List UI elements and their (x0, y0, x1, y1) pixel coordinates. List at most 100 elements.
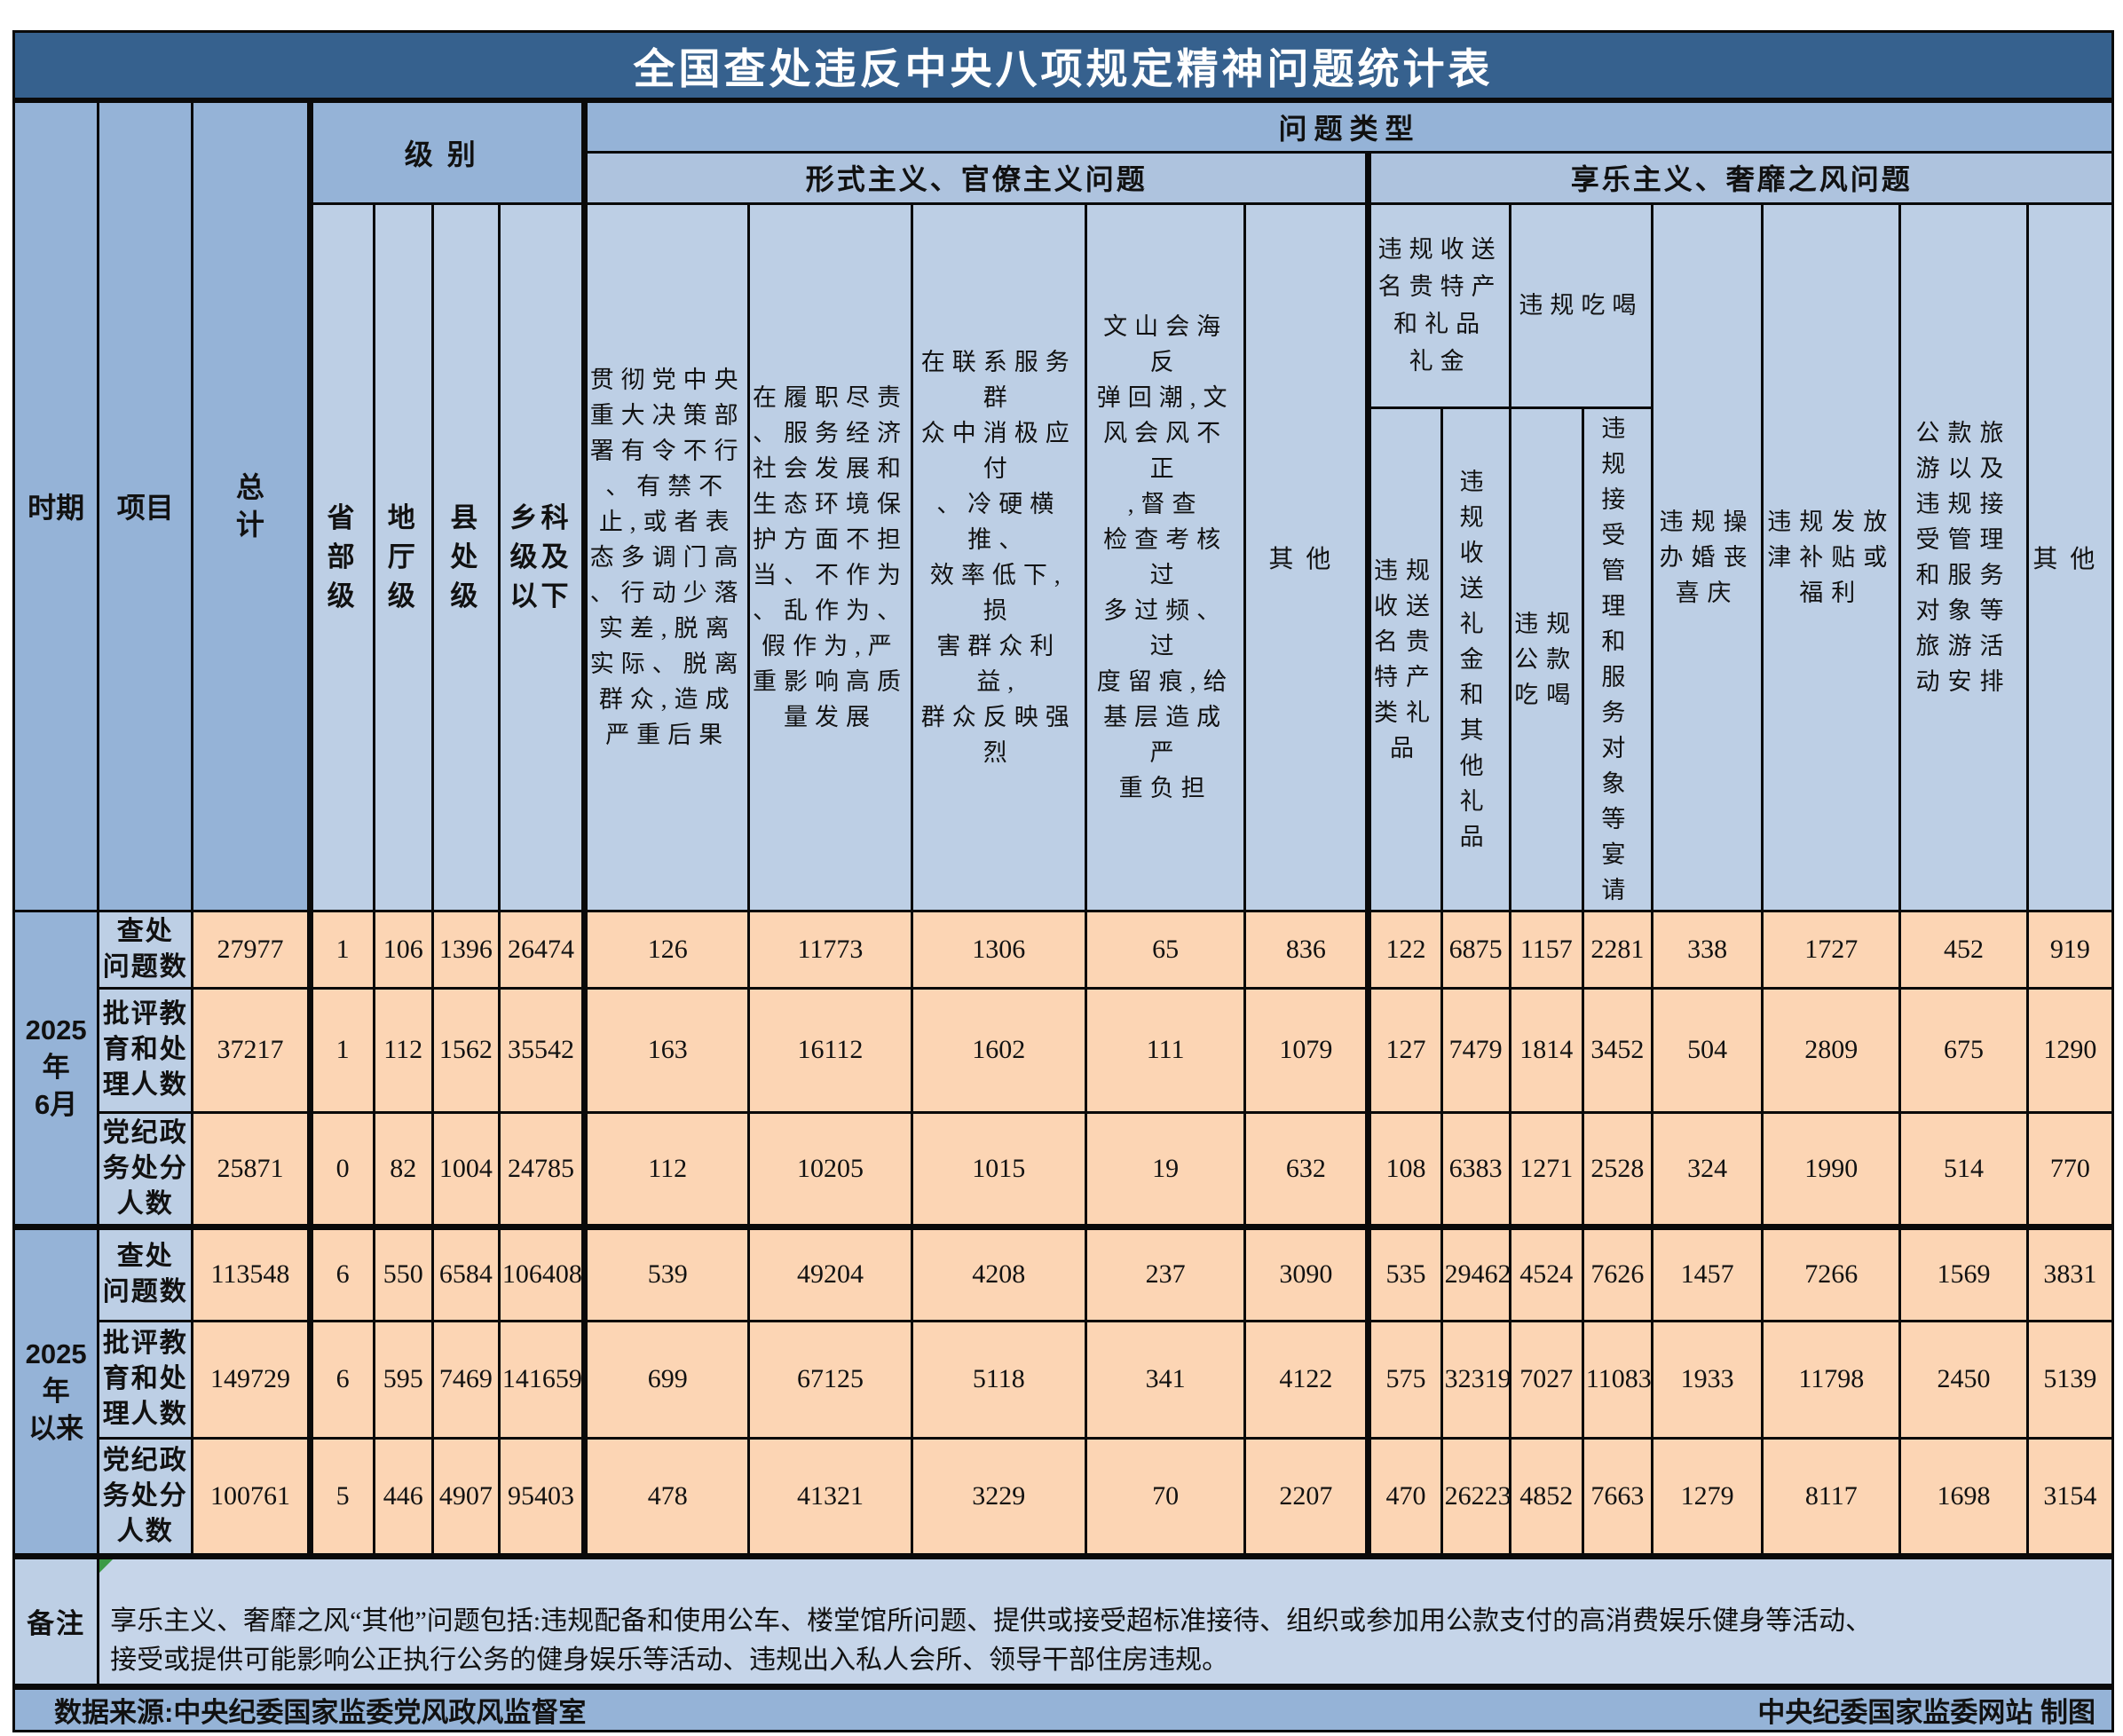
value-cell: 1602 (910, 986, 1087, 1114)
value-cell: 3154 (2025, 1436, 2115, 1558)
value-cell: 7027 (1508, 1319, 1584, 1440)
value-cell: 478 (581, 1436, 751, 1558)
value-cell: 535 (1365, 1223, 1443, 1322)
value-cell: 1079 (1243, 986, 1370, 1114)
level-col-header-county: 县 处 级 (430, 201, 501, 912)
value-cell: 7626 (1581, 1223, 1653, 1322)
value-cell: 11083 (1581, 1319, 1653, 1440)
value-cell: 7266 (1761, 1223, 1902, 1322)
value-cell: 1727 (1761, 909, 1902, 990)
formalism-col-header-duties: 在履职尽责 、服务经济 社会发展和 生态环境保 护方面不担 当、不作为 、乱作为… (747, 201, 913, 912)
value-cell: 1457 (1650, 1223, 1764, 1322)
hedonism-col-header-other: 其他 (2025, 201, 2115, 912)
value-cell: 1698 (1898, 1436, 2029, 1558)
header-row-2: 形式主义、官僚主义问题 享乐主义、奢靡之风问题 (14, 150, 2114, 205)
value-cell: 5118 (910, 1319, 1087, 1440)
value-cell: 149729 (191, 1319, 312, 1440)
header-row-3: 省 部 级 地 厅 级 县 处 级 乡科 级及 以下 贯彻党中央 重大决策部 署… (14, 201, 2115, 912)
value-cell: 1271 (1508, 1110, 1584, 1228)
note-text-cell: 享乐主义、奢靡之风“其他”问题包括:违规配备和使用公车、楼堂馆所问题、提供或接受… (97, 1552, 2114, 1688)
data-source-text: 数据来源:中央纪委国家监委党风政风监督室 (54, 1696, 587, 1728)
value-cell: 65 (1084, 909, 1247, 990)
value-cell: 27977 (191, 909, 312, 990)
formalism-band-header: 形式主义、官僚主义问题 (581, 150, 1370, 205)
value-cell: 675 (1898, 986, 2029, 1114)
source-bar: 数据来源:中央纪委国家监委党风政风监督室 中央纪委国家监委网站 制图 (12, 1683, 2114, 1732)
value-cell: 575 (1365, 1319, 1443, 1440)
value-cell: 141659 (497, 1319, 587, 1440)
value-cell: 11773 (747, 909, 913, 990)
value-cell: 1015 (910, 1110, 1087, 1228)
value-cell: 595 (372, 1319, 434, 1440)
value-cell: 0 (306, 1110, 375, 1228)
table-row: 批评教 育和处 理人数 149729 6 595 7469 141659 699… (14, 1319, 2115, 1440)
row-label: 批评教 育和处 理人数 (97, 986, 194, 1114)
gift-group-header: 违规收送 名贵特产 和礼品 礼金 (1365, 201, 1511, 409)
value-cell: 7663 (1581, 1436, 1653, 1558)
value-cell: 1396 (430, 909, 501, 990)
value-cell: 2207 (1243, 1436, 1370, 1558)
value-cell: 1290 (2025, 986, 2115, 1114)
value-cell: 19 (1084, 1110, 1247, 1228)
value-cell: 5 (306, 1436, 375, 1558)
hedonism-col-header-travel: 公款旅 游以及 违规接 受管理 和服务 对象等 旅游活 动安排 (1898, 201, 2029, 912)
table-row: 党纪政 务处分 人数 100761 5 446 4907 95403 478 4… (14, 1436, 2115, 1558)
value-cell: 324 (1650, 1110, 1764, 1228)
value-cell: 2450 (1898, 1319, 2029, 1440)
value-cell: 41321 (747, 1436, 913, 1558)
value-cell: 112 (372, 986, 434, 1114)
value-cell: 163 (581, 986, 751, 1114)
value-cell: 1157 (1508, 909, 1584, 990)
row-label: 党纪政 务处分 人数 (97, 1110, 194, 1228)
value-cell: 470 (1365, 1436, 1443, 1558)
dining-sub-header-public-funds: 违规 公款 吃喝 (1508, 406, 1584, 912)
value-cell: 25871 (191, 1110, 312, 1228)
header-row-1: 时期 项目 总 计 级别 问题类型 (12, 99, 2114, 912)
value-cell: 1562 (430, 986, 501, 1114)
value-cell: 4208 (910, 1223, 1087, 1322)
value-cell: 504 (1650, 986, 1764, 1114)
value-cell: 1990 (1761, 1110, 1902, 1228)
value-cell: 6 (306, 1223, 375, 1322)
excel-error-marker-icon (100, 1562, 114, 1573)
value-cell: 70 (1084, 1436, 1247, 1558)
value-cell: 1933 (1650, 1319, 1764, 1440)
value-cell: 112 (581, 1110, 751, 1228)
value-cell: 452 (1898, 909, 2029, 990)
value-cell: 37217 (191, 986, 312, 1114)
value-cell: 6584 (430, 1223, 501, 1322)
value-cell: 67125 (747, 1319, 913, 1440)
formalism-col-header-decisions: 贯彻党中央 重大决策部 署有令不行 、有禁不 止,或者表 态多调门高 、行动少落… (581, 201, 751, 912)
value-cell: 3090 (1243, 1223, 1370, 1322)
value-cell: 550 (372, 1223, 434, 1322)
value-cell: 1569 (1898, 1223, 2029, 1322)
period-cell: 2025年 6月 (12, 909, 100, 1228)
value-cell: 106408 (497, 1223, 587, 1322)
value-cell: 49204 (747, 1223, 913, 1322)
value-cell: 8117 (1761, 1436, 1902, 1558)
value-cell: 5139 (2025, 1319, 2115, 1440)
value-cell: 632 (1243, 1110, 1370, 1228)
value-cell: 1279 (1650, 1436, 1764, 1558)
dining-group-header: 违规吃喝 (1508, 201, 1653, 409)
value-cell: 4122 (1243, 1319, 1370, 1440)
item-header: 项目 (97, 99, 194, 912)
value-cell: 836 (1243, 909, 1370, 990)
gift-sub-header-cash: 违规 收送 礼金 和其 他礼 品 (1440, 406, 1511, 912)
source-row: 数据来源:中央纪委国家监委党风政风监督室 中央纪委国家监委网站 制图 (12, 1683, 2114, 1732)
value-cell: 16112 (747, 986, 913, 1114)
note-text: 享乐主义、奢靡之风“其他”问题包括:违规配备和使用公车、楼堂馆所问题、提供或接受… (110, 1606, 1873, 1675)
formalism-col-header-other: 其他 (1243, 201, 1370, 912)
value-cell: 3452 (1581, 986, 1653, 1114)
dining-sub-header-banquets: 违规 接受 管理 和服 务对 象等 宴请 (1581, 406, 1653, 912)
value-cell: 4524 (1508, 1223, 1584, 1322)
period-cell: 2025年 以来 (12, 1223, 100, 1558)
value-cell: 11798 (1761, 1319, 1902, 1440)
problem-type-header: 问题类型 (581, 99, 2114, 154)
value-cell: 4907 (430, 1436, 501, 1558)
value-cell: 2528 (1581, 1110, 1653, 1228)
value-cell: 6 (306, 1319, 375, 1440)
value-cell: 108 (1365, 1110, 1443, 1228)
value-cell: 1814 (1508, 986, 1584, 1114)
value-cell: 35542 (497, 986, 587, 1114)
